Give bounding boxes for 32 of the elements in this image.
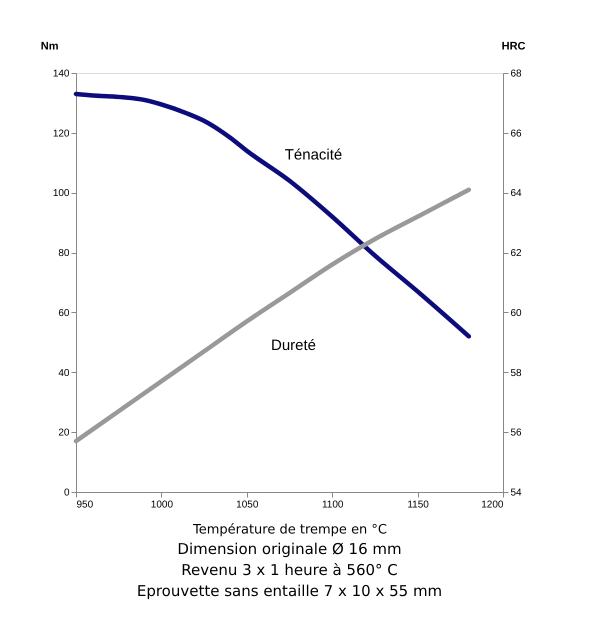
x-tick-label: 1100	[322, 500, 344, 510]
x-tick-label: 1150	[407, 500, 430, 510]
y2-axis-title: HRC	[502, 40, 526, 52]
text: Eprouvette sans entaille 7 x 10 x 55 mm	[136, 582, 442, 600]
line-series	[74, 92, 472, 339]
y2-tick-label: 62	[510, 248, 522, 260]
y-tick-label: 20	[58, 428, 70, 439]
y2-tick-label: 58	[510, 368, 522, 379]
text: Dimension originale Ø 16 mm	[177, 540, 402, 558]
y-tick-label: 80	[58, 248, 70, 260]
y-axis-title: Nm	[40, 40, 59, 52]
y-tick-label: 140	[52, 68, 70, 80]
line-series	[74, 187, 472, 444]
y-tick-label: 0	[64, 488, 70, 498]
series-label: Ténacité	[284, 146, 342, 164]
y-tick-label: 40	[58, 368, 70, 379]
x-tick-label: 1000	[150, 500, 174, 510]
y-tick-label: 120	[52, 128, 70, 140]
x-tick-label: 1050	[236, 500, 259, 510]
y2-tick-label: 68	[510, 68, 522, 80]
x-tick-label: 950	[76, 500, 94, 510]
y2-tick-label: 60	[510, 308, 522, 319]
text: Revenu 3 x 1 heure à 560° C	[181, 561, 398, 579]
y2-tick-label: 54	[510, 488, 522, 498]
y2-tick-label: 56	[510, 428, 522, 439]
y-tick-label: 60	[58, 308, 70, 319]
y-tick-label: 100	[52, 188, 70, 200]
x-tick-label: 1200	[481, 500, 504, 510]
y2-tick-label: 66	[510, 128, 522, 140]
x-axis-title: Température de trempe en °C	[192, 522, 388, 538]
series-label: Dureté	[270, 336, 316, 354]
y2-tick-label: 64	[510, 188, 522, 200]
